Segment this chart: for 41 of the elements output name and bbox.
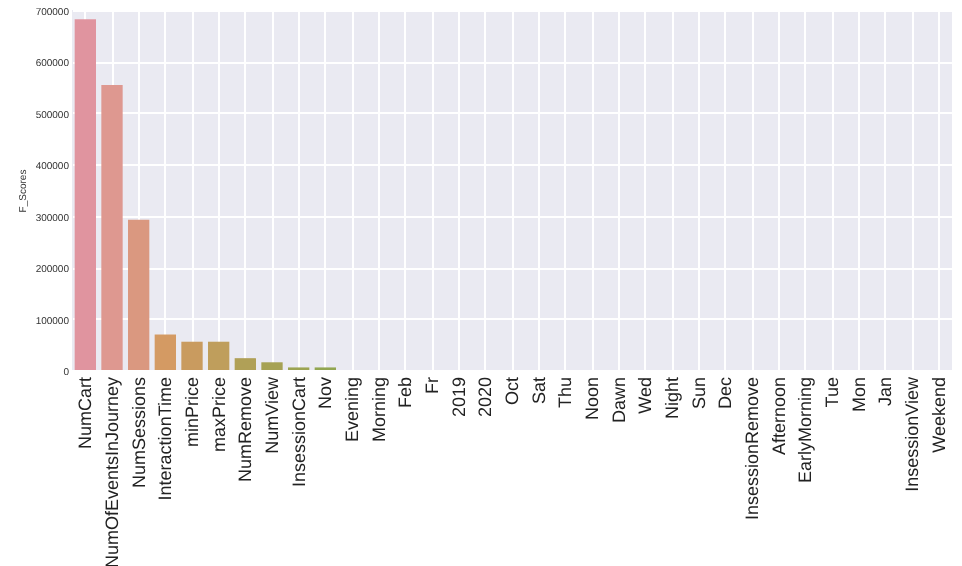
x-tick-label: Tue <box>822 377 842 408</box>
x-tick-label: 2020 <box>475 377 496 418</box>
bar <box>261 362 283 370</box>
x-tick-label: maxPrice <box>208 377 229 453</box>
bar <box>74 19 96 370</box>
x-tick-label: InsessionView <box>902 376 922 492</box>
x-tick-label: NumRemove <box>235 377 256 483</box>
x-tick-label: Night <box>662 376 682 420</box>
bar <box>128 219 150 370</box>
x-tick-label: NumSessions <box>128 376 149 489</box>
x-tick-label: Nov <box>315 376 336 410</box>
bar <box>208 341 230 370</box>
x-tick-label: Noon <box>582 377 602 421</box>
x-tick-label: Weekend <box>928 377 949 453</box>
x-tick-label: Afternoon <box>768 377 789 456</box>
bar <box>101 85 123 370</box>
bar <box>234 358 256 370</box>
x-tick-label: Morning <box>368 377 389 443</box>
x-tick-label: Fr <box>422 377 442 394</box>
x-tick-label: Feb <box>395 377 416 409</box>
x-tick-label: NumCart <box>75 376 96 450</box>
x-tick-label: Jan <box>875 377 896 407</box>
bar <box>154 334 176 370</box>
x-tick-label: Sat <box>528 376 549 405</box>
x-tick-label: minPrice <box>182 377 202 448</box>
x-tick-label: InsessionRemove <box>742 377 762 521</box>
bar <box>181 341 203 370</box>
x-tick-label: NumView <box>262 376 282 454</box>
x-tick-label: Oct <box>502 376 522 406</box>
x-tick-label: Evening <box>342 377 362 443</box>
x-tick-label: Mon <box>848 377 869 413</box>
x-tick-label: Dawn <box>608 377 629 424</box>
x-tick-label: Dec <box>715 376 736 410</box>
x-tick-label: InteractionTime <box>155 377 176 501</box>
x-tick-label: NumOfEventsInJourney <box>102 376 122 566</box>
x-tick-label: Wed <box>635 377 656 414</box>
x-tick-label: EarlyMorning <box>795 377 816 484</box>
x-tick-label: Sun <box>688 377 709 410</box>
x-tick-label: 2019 <box>448 377 469 418</box>
x-tick-label: Thu <box>555 377 576 409</box>
x-tick-label: InsessionCart <box>288 376 309 488</box>
